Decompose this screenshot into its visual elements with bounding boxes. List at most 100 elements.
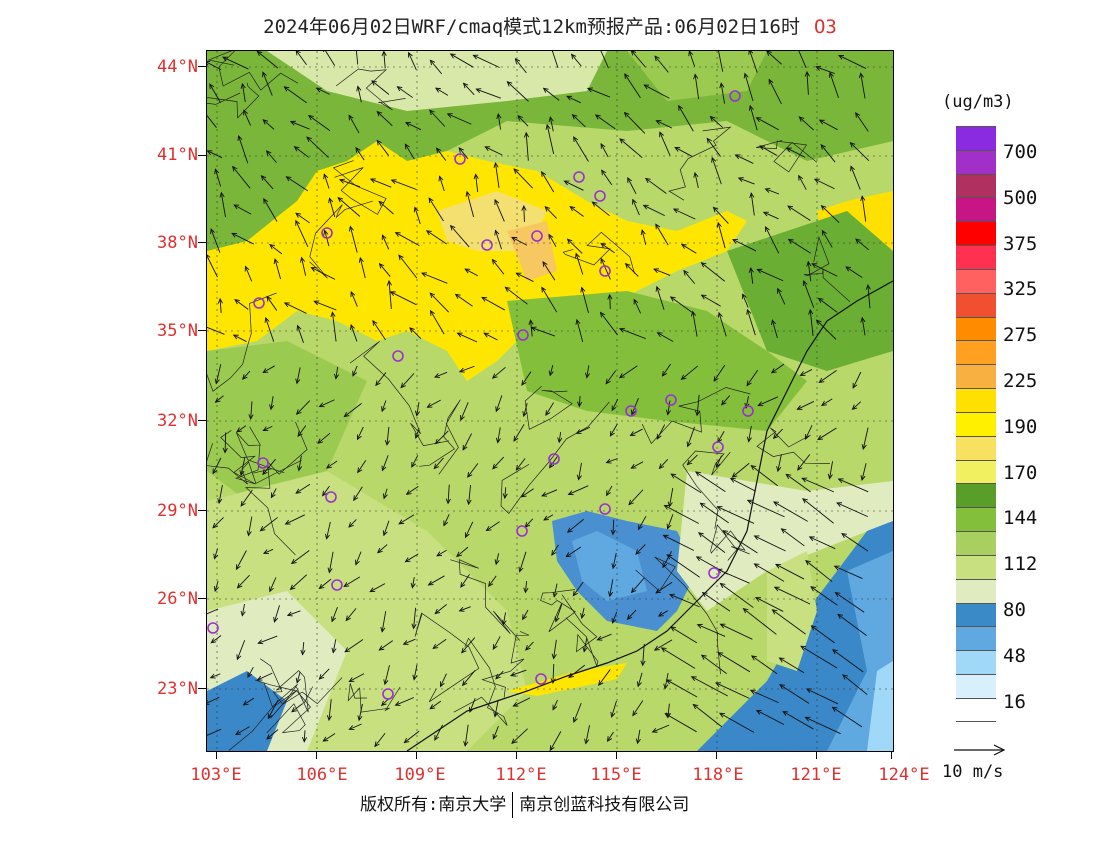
wind-vector bbox=[207, 60, 222, 71]
wind-vector bbox=[350, 323, 358, 342]
wind-vector bbox=[571, 113, 586, 128]
lat-tick bbox=[198, 242, 206, 243]
wind-vector bbox=[463, 724, 469, 747]
wind-vector bbox=[748, 267, 754, 284]
wind-vector bbox=[381, 400, 387, 413]
wind-vector bbox=[502, 487, 508, 500]
wind-vector bbox=[285, 176, 309, 192]
station-marker bbox=[708, 567, 720, 579]
wind-vector bbox=[509, 669, 527, 677]
wind-vector bbox=[718, 51, 724, 72]
wind-vector bbox=[318, 668, 330, 680]
lon-tick bbox=[216, 751, 217, 759]
wind-vector bbox=[584, 725, 590, 745]
wind-vector bbox=[240, 603, 246, 617]
copyright-separator bbox=[512, 792, 514, 818]
province-border bbox=[419, 399, 461, 475]
wind-vector bbox=[609, 423, 618, 437]
wind-vector bbox=[372, 319, 386, 341]
wind-vector bbox=[284, 514, 305, 525]
copyright-left: 版权所有:南京大学 bbox=[360, 795, 507, 815]
wind-vector bbox=[775, 563, 805, 580]
wind-vector bbox=[460, 574, 470, 588]
lon-label: 103°E bbox=[190, 765, 242, 785]
wind-vector bbox=[805, 688, 839, 705]
wind-vector bbox=[296, 324, 304, 343]
wind-vector bbox=[773, 586, 811, 605]
wind-vector bbox=[600, 142, 609, 158]
wind-vector bbox=[610, 519, 616, 536]
wind-vector bbox=[636, 672, 643, 688]
legend-swatch bbox=[956, 364, 996, 389]
wind-vector bbox=[600, 51, 609, 69]
wind-vector bbox=[412, 664, 418, 681]
province-border bbox=[453, 637, 508, 726]
wind-vector bbox=[631, 398, 639, 416]
wind-vector bbox=[504, 286, 528, 305]
wind-vector bbox=[262, 71, 273, 96]
wind-vector bbox=[295, 400, 311, 415]
wind-vector bbox=[522, 609, 529, 621]
wind-vector bbox=[339, 178, 361, 188]
wind-vector bbox=[394, 232, 420, 246]
wind-vector bbox=[722, 530, 758, 554]
province-border bbox=[710, 524, 750, 561]
wind-vector bbox=[207, 150, 223, 159]
wind-vector bbox=[600, 257, 611, 280]
station-marker bbox=[257, 457, 269, 469]
wind-vector bbox=[352, 365, 358, 377]
lat-tick bbox=[198, 598, 206, 599]
wind-vector bbox=[586, 87, 611, 98]
station-marker bbox=[325, 491, 337, 503]
wind-vector bbox=[631, 51, 646, 68]
map-canvas bbox=[207, 51, 893, 751]
wind-vector bbox=[501, 612, 507, 626]
legend-swatch bbox=[956, 149, 996, 174]
legend-label: 144 bbox=[1003, 507, 1038, 530]
wind-vector bbox=[810, 586, 838, 606]
wind-vector bbox=[492, 456, 505, 470]
wind-vector bbox=[289, 120, 310, 130]
wind-vector bbox=[548, 456, 558, 469]
wind-vector bbox=[432, 638, 447, 650]
wind-vector bbox=[831, 706, 863, 728]
wind-vector bbox=[653, 268, 671, 276]
wind-vector bbox=[429, 59, 443, 75]
wind-vector bbox=[414, 428, 420, 439]
wind-vector bbox=[776, 454, 782, 473]
wind-vector bbox=[301, 730, 308, 743]
wind-vector bbox=[369, 583, 386, 593]
wind-vector bbox=[827, 461, 834, 480]
wind-vector bbox=[323, 173, 330, 189]
province-border bbox=[540, 589, 576, 633]
wind-vector bbox=[594, 114, 616, 130]
wind-vector bbox=[690, 676, 728, 697]
wind-vector bbox=[434, 604, 447, 615]
wind-vector bbox=[235, 726, 250, 736]
wind-vector bbox=[326, 699, 333, 722]
wind-vector bbox=[572, 581, 584, 597]
wind-vector bbox=[642, 204, 665, 217]
wind-vector bbox=[348, 723, 362, 731]
wind-vector bbox=[659, 131, 671, 156]
wind-vector bbox=[568, 664, 586, 679]
wind-vector bbox=[576, 462, 582, 481]
wind-vector bbox=[607, 293, 613, 310]
wind-vector bbox=[834, 592, 865, 613]
wind-vector bbox=[541, 170, 555, 193]
legend-swatch bbox=[956, 483, 996, 508]
wind-vector bbox=[575, 426, 591, 434]
wind-vector bbox=[241, 370, 251, 380]
province-border bbox=[335, 68, 406, 111]
wind-vector bbox=[244, 265, 253, 282]
wind-vector bbox=[350, 291, 358, 307]
title-text: 2024年06月02日WRF/cmaq模式12km预报产品:06月02日16时 bbox=[263, 16, 800, 38]
lon-tick bbox=[516, 751, 517, 759]
wind-vector bbox=[514, 58, 527, 74]
wind-vector bbox=[212, 517, 224, 529]
wind-vector bbox=[232, 165, 251, 189]
station-marker bbox=[594, 190, 606, 202]
wind-vector bbox=[467, 463, 479, 478]
wind-vector bbox=[837, 613, 867, 636]
wind-vector bbox=[715, 455, 723, 469]
